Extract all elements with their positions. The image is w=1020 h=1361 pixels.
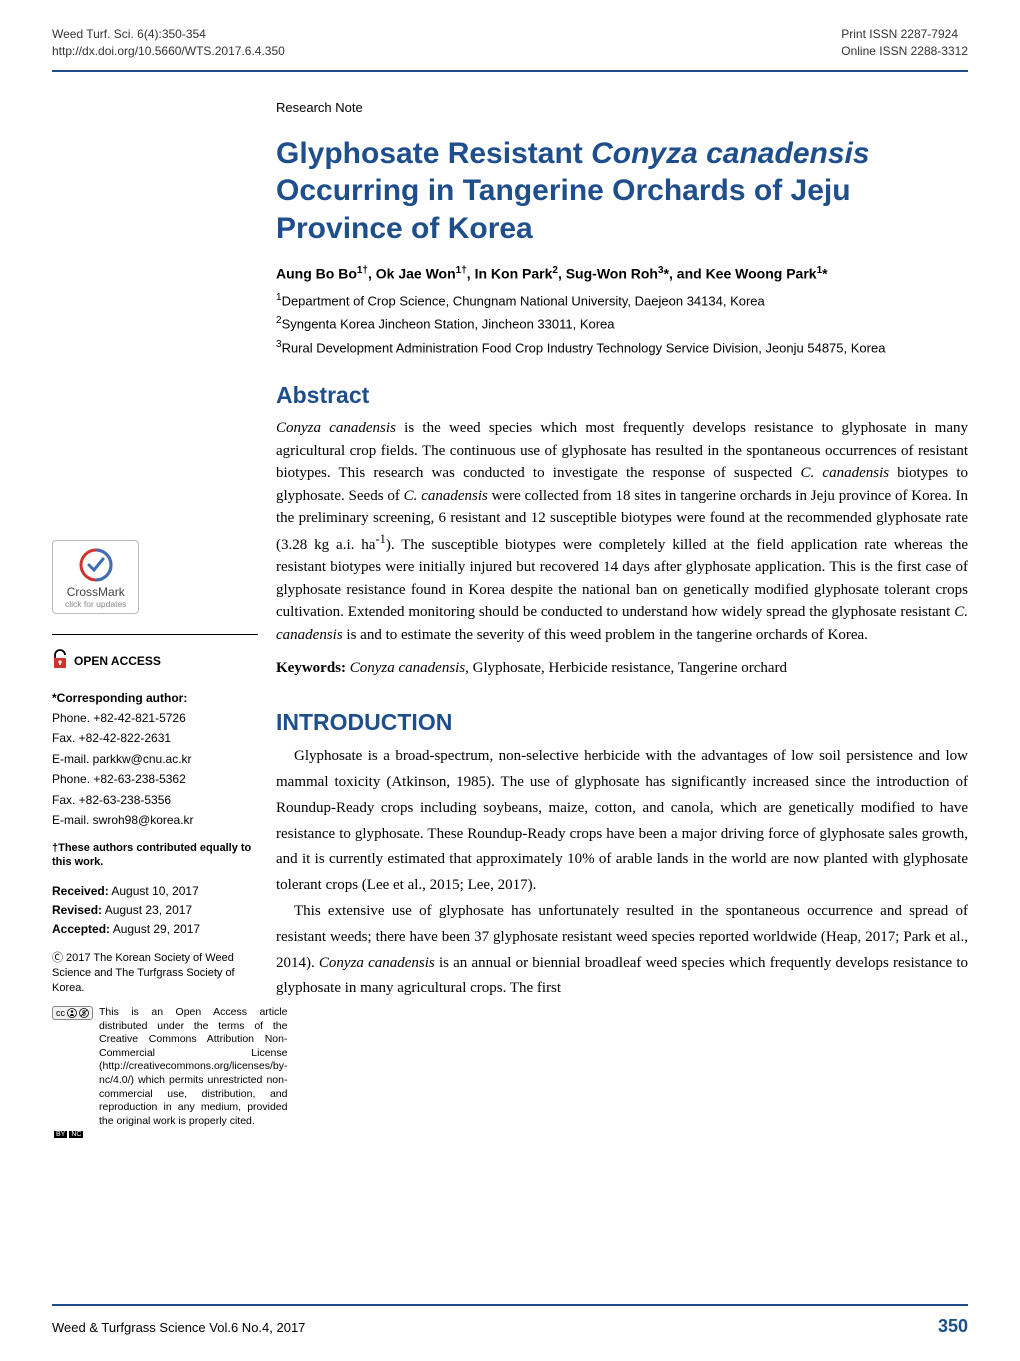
intro-paragraph-2: This extensive use of glyphosate has unf… — [276, 899, 968, 1002]
crossmark-sublabel: click for updates — [65, 599, 126, 609]
equal-contribution-note: †These authors contributed equally to th… — [52, 842, 258, 870]
author-email-2[interactable]: E-mail. swroh98@korea.kr — [52, 810, 258, 830]
main-column: Research Note Glyphosate Resistant Conyz… — [276, 100, 968, 1138]
introduction-body: Glyphosate is a broad-spectrum, non-sele… — [276, 744, 968, 1002]
page-number: 350 — [938, 1316, 968, 1337]
revised-label: Revised: — [52, 903, 102, 917]
page-header: Weed Turf. Sci. 6(4):350-354 http://dx.d… — [0, 0, 1020, 68]
doi-link[interactable]: http://dx.doi.org/10.5660/WTS.2017.6.4.3… — [52, 43, 285, 60]
author-email-1[interactable]: E-mail. parkkw@cnu.ac.kr — [52, 749, 258, 769]
header-left: Weed Turf. Sci. 6(4):350-354 http://dx.d… — [52, 26, 285, 60]
sidebar-divider — [52, 634, 258, 635]
title-species: Conyza canadensis — [591, 137, 869, 170]
crossmark-badge[interactable]: CrossMark click for updates — [52, 540, 258, 614]
keywords-text: Conyza canadensis, Glyphosate, Herbicide… — [346, 660, 787, 676]
keywords-label: Keywords: — [276, 660, 346, 676]
author-phone-2: Phone. +82-63-238-5362 — [52, 769, 258, 789]
accepted-date: August 29, 2017 — [110, 922, 200, 936]
page-footer: Weed & Turfgrass Science Vol.6 No.4, 201… — [52, 1304, 968, 1337]
open-access-label: OPEN ACCESS — [74, 654, 161, 668]
journal-citation: Weed Turf. Sci. 6(4):350-354 — [52, 26, 285, 43]
open-lock-icon — [52, 649, 68, 674]
article-title: Glyphosate Resistant Conyza canadensis O… — [276, 135, 968, 248]
print-issn: Print ISSN 2287-7924 — [841, 26, 968, 43]
keywords-line: Keywords: Conyza canadensis, Glyphosate,… — [276, 660, 968, 677]
cc-by-label: BY — [54, 1131, 67, 1138]
author-fax-2: Fax. +82-63-238-5356 — [52, 790, 258, 810]
title-pre: Glyphosate Resistant — [276, 137, 591, 170]
revised-date: August 23, 2017 — [102, 903, 192, 917]
cc-badge-icon: cc $ — [52, 1006, 93, 1020]
affiliation-3: 3Rural Development Administration Food C… — [276, 337, 968, 358]
article-dates: Received: August 10, 2017 Revised: Augus… — [52, 882, 258, 940]
open-access-badge: OPEN ACCESS — [52, 649, 258, 674]
copyright-notice: Ⓒ 2017 The Korean Society of Weed Scienc… — [52, 951, 258, 996]
accepted-label: Accepted: — [52, 922, 110, 936]
abstract-body: Conyza canadensis is the weed species wh… — [276, 417, 968, 646]
crossmark-icon — [78, 547, 114, 583]
received-date: August 10, 2017 — [109, 884, 199, 898]
affiliation-2: 2Syngenta Korea Jincheon Station, Jinche… — [276, 313, 968, 334]
article-type: Research Note — [276, 100, 968, 115]
introduction-heading: INTRODUCTION — [276, 709, 968, 736]
sidebar: CrossMark click for updates OPEN ACCESS — [52, 100, 276, 1138]
cc-person-icon — [67, 1008, 77, 1018]
cc-label: cc — [56, 1008, 65, 1018]
intro-paragraph-1: Glyphosate is a broad-spectrum, non-sele… — [276, 744, 968, 899]
license-text: This is an Open Access article distribut… — [99, 1006, 287, 1129]
received-label: Received: — [52, 884, 109, 898]
cc-dollar-icon: $ — [79, 1008, 89, 1018]
footer-journal: Weed & Turfgrass Science Vol.6 No.4, 201… — [52, 1320, 305, 1335]
corresponding-author: *Corresponding author: Phone. +82-42-821… — [52, 688, 258, 831]
title-post: Occurring in Tangerine Orchards of Jeju … — [276, 174, 851, 245]
cc-sublabels: BY NC — [54, 1131, 258, 1138]
cc-nc-label: NC — [69, 1131, 83, 1138]
online-issn: Online ISSN 2288-3312 — [841, 43, 968, 60]
authors-line: Aung Bo Bo1†, Ok Jae Won1†, In Kon Park2… — [276, 265, 968, 282]
abstract-heading: Abstract — [276, 382, 968, 409]
affiliation-1: 1Department of Crop Science, Chungnam Na… — [276, 290, 968, 311]
corresponding-label: *Corresponding author: — [52, 691, 187, 705]
crossmark-label: CrossMark — [65, 585, 126, 599]
author-fax-1: Fax. +82-42-822-2631 — [52, 728, 258, 748]
header-right: Print ISSN 2287-7924 Online ISSN 2288-33… — [841, 26, 968, 60]
author-phone-1: Phone. +82-42-821-5726 — [52, 708, 258, 728]
license-block: cc $ This is an Open Access article dist… — [52, 1006, 258, 1129]
